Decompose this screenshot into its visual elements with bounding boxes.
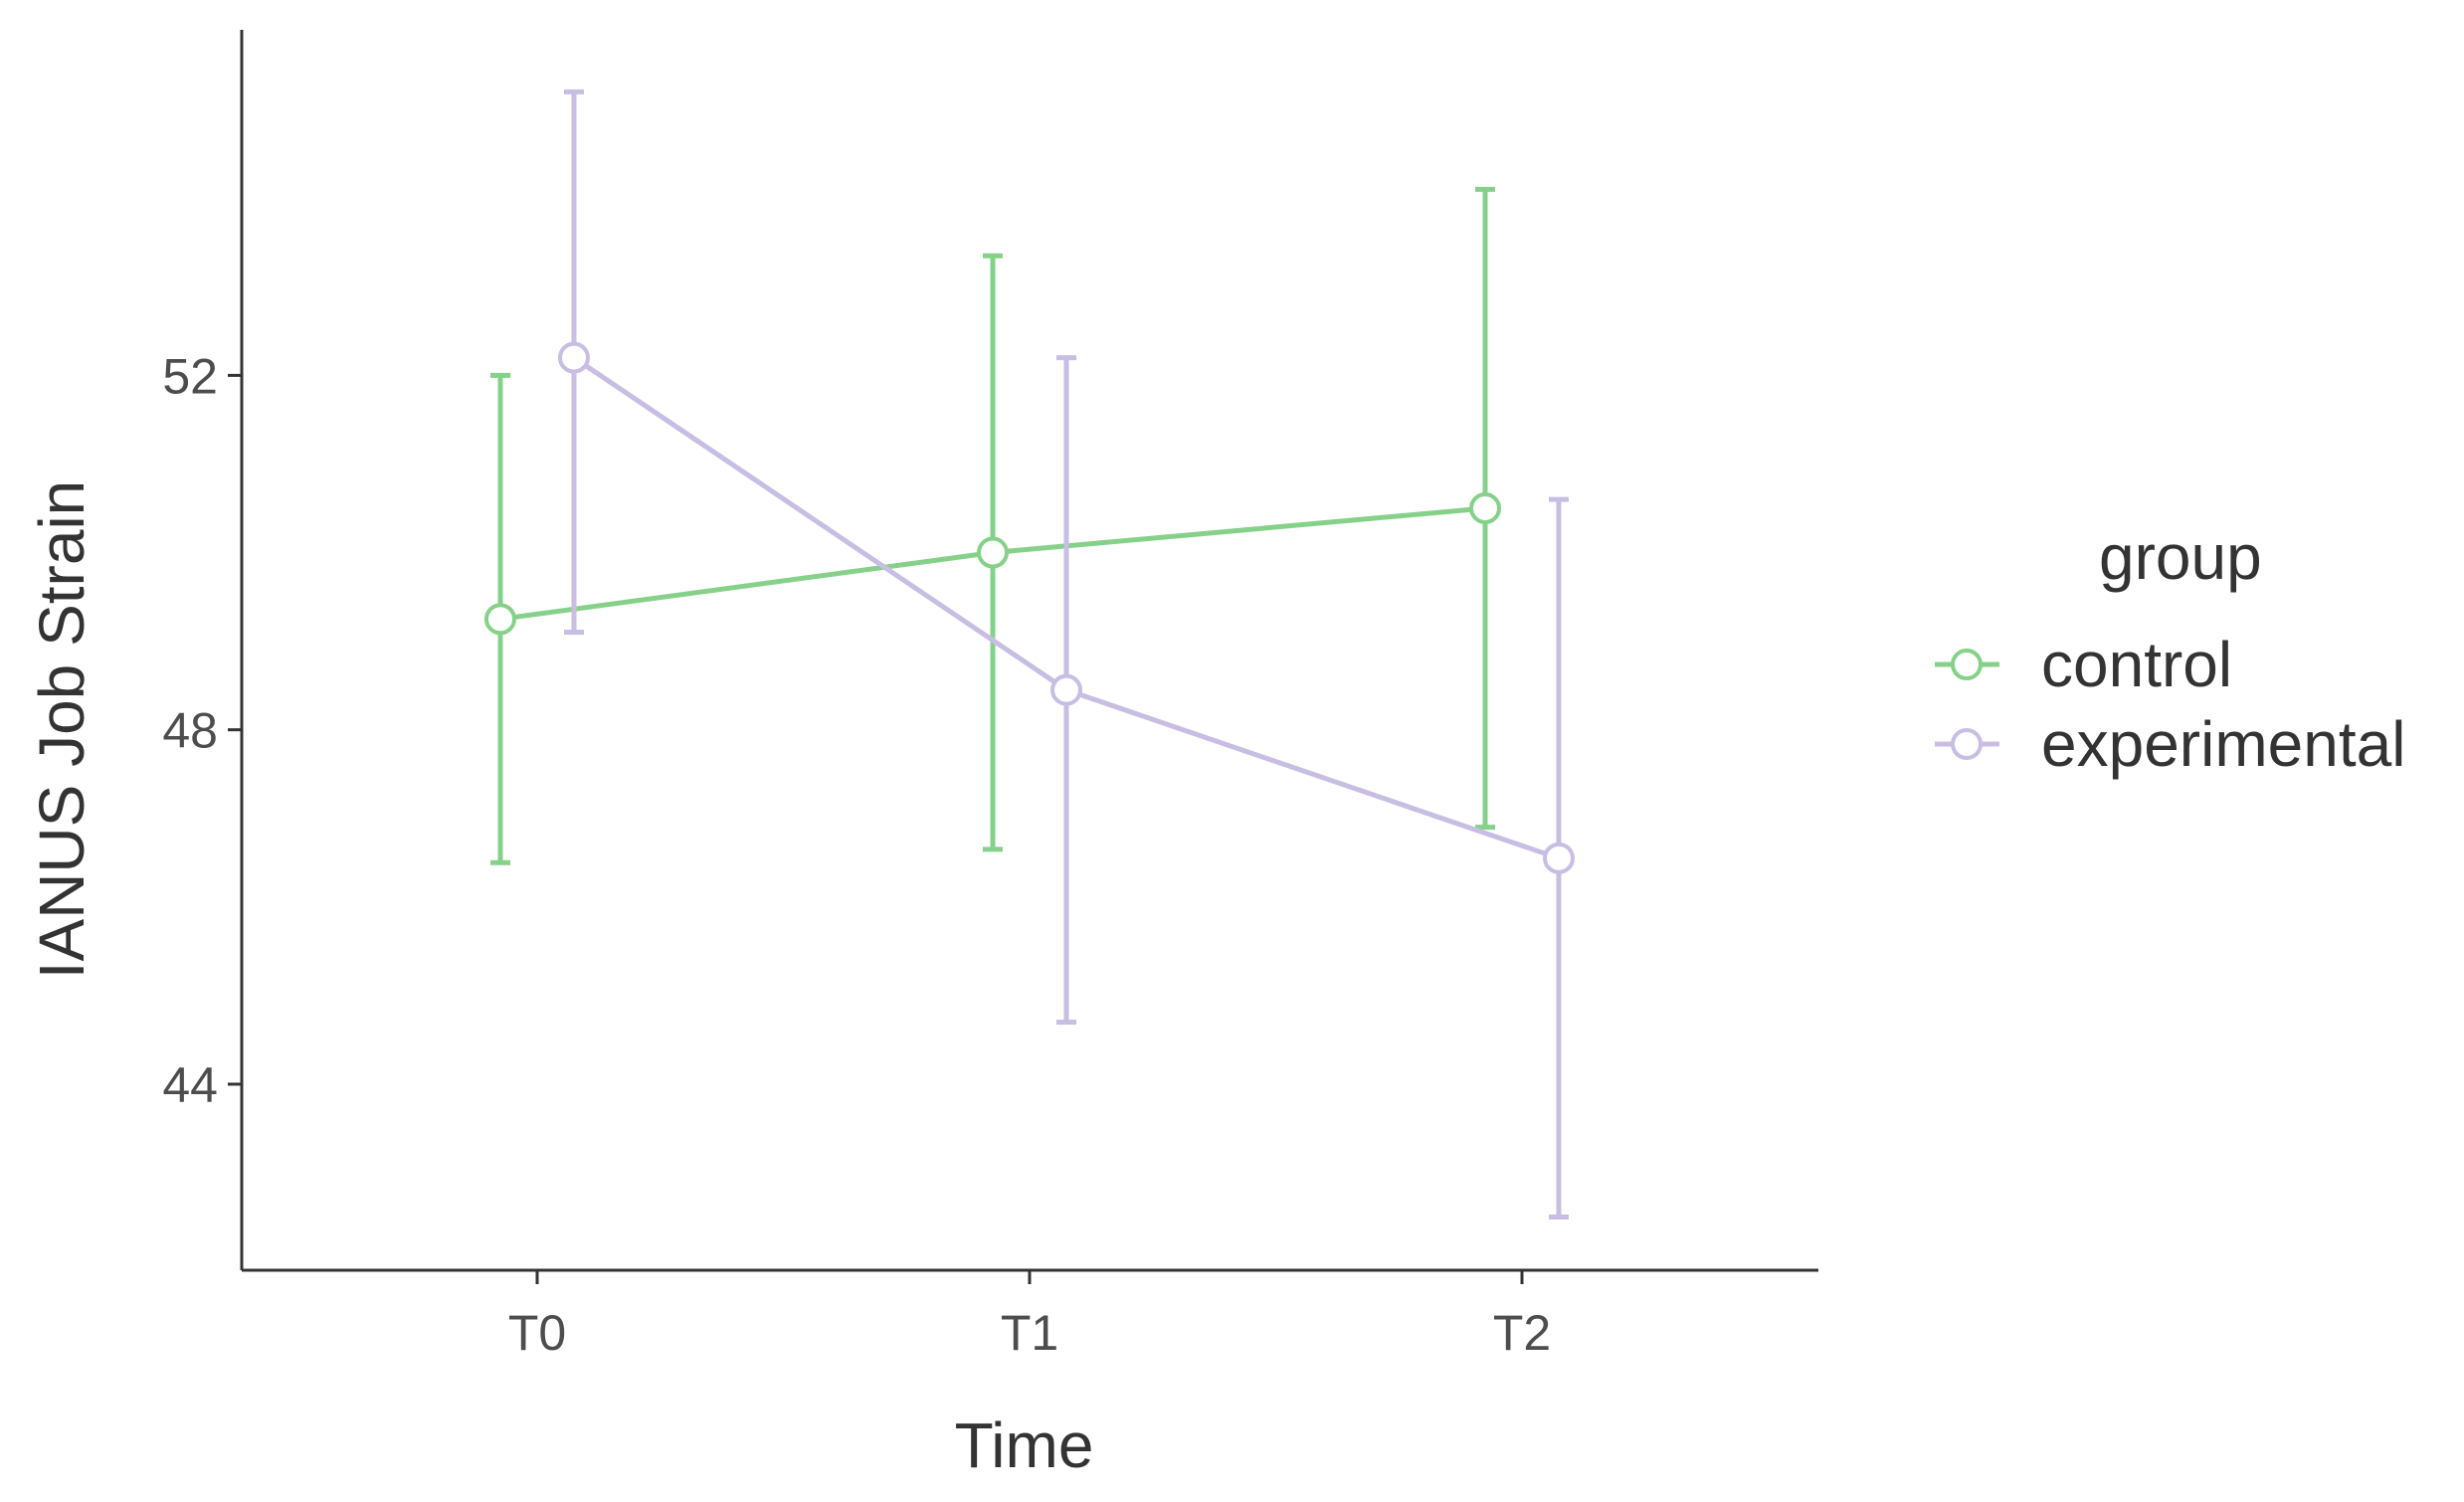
- data-point-control: [977, 536, 1009, 569]
- x-tick-label: T2: [1493, 1305, 1551, 1361]
- series-experimental: [558, 89, 1575, 1220]
- data-point-experimental: [1543, 842, 1575, 874]
- x-axis-title: Time: [955, 1409, 1094, 1481]
- plot-marks: [484, 89, 1575, 1220]
- y-axis-title: IANUS Job Strain: [26, 480, 97, 980]
- legend-key-point: [1951, 649, 1983, 680]
- data-point-experimental: [558, 341, 590, 374]
- legend-label-control: control: [2041, 629, 2232, 700]
- y-tick-label: 52: [162, 348, 218, 404]
- legend-title: group: [2099, 521, 2262, 593]
- legend-label-experimental: experimental: [2041, 708, 2405, 780]
- x-tick-label: T0: [508, 1305, 566, 1361]
- x-axis-ticks: T0 T1 T2: [508, 1270, 1551, 1361]
- legend-key-point: [1951, 728, 1983, 760]
- series-control: [484, 186, 1501, 865]
- y-tick-label: 44: [162, 1057, 218, 1113]
- y-axis-ticks: 44 48 52: [162, 348, 242, 1113]
- data-point-control: [484, 603, 516, 636]
- x-tick-label: T1: [1001, 1305, 1058, 1361]
- data-point-experimental: [1050, 673, 1082, 706]
- legend: control experimental: [1935, 629, 2405, 780]
- y-tick-label: 48: [162, 703, 218, 759]
- data-point-control: [1469, 491, 1501, 524]
